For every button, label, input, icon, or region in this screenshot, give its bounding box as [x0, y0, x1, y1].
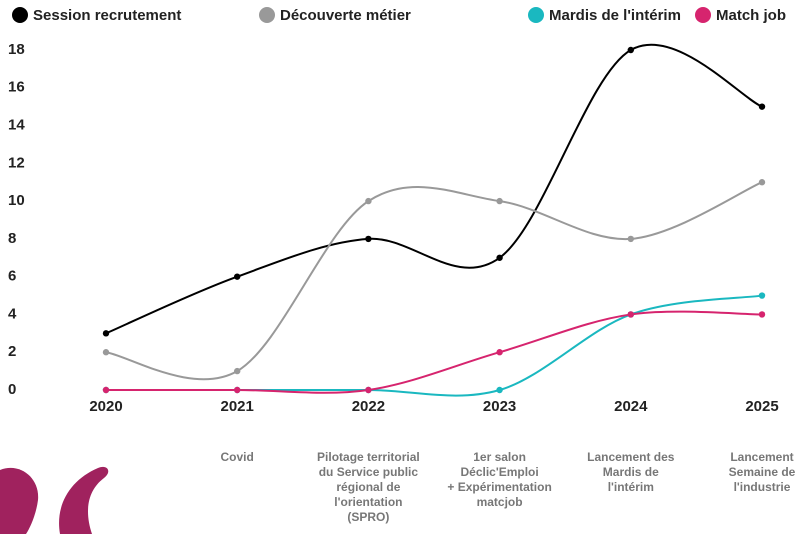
annotation: Lancement: [730, 450, 793, 464]
annotation: du Service public: [319, 465, 419, 479]
annotation: l'intérim: [608, 480, 654, 494]
legend-marker: [12, 7, 28, 23]
x-tick-label: 2023: [483, 398, 516, 415]
x-tick-label: 2022: [352, 398, 385, 415]
data-point: [365, 197, 372, 205]
data-point: [758, 103, 766, 110]
y-tick-label: 16: [8, 79, 25, 96]
annotation: Lancement des: [587, 450, 675, 464]
data-point: [496, 197, 503, 205]
annotation: Mardis de: [603, 465, 659, 479]
data-point: [102, 349, 110, 356]
data-point: [234, 367, 241, 375]
data-point: [234, 386, 241, 394]
legend-marker: [528, 7, 544, 23]
data-point: [627, 311, 634, 318]
data-point: [365, 235, 372, 243]
annotation: Semaine de: [729, 465, 796, 479]
x-tick-label: 2025: [745, 398, 778, 415]
data-point: [496, 349, 503, 356]
annotation: Déclic'Emploi: [460, 465, 538, 479]
data-point: [758, 179, 766, 186]
legend-label: Match job: [716, 7, 786, 24]
y-tick-label: 4: [8, 305, 17, 322]
y-tick-label: 12: [8, 154, 25, 171]
data-point: [496, 386, 503, 394]
x-tick-label: 2021: [221, 398, 254, 415]
data-point: [627, 46, 634, 54]
y-tick-label: 6: [8, 268, 16, 285]
data-point: [234, 273, 241, 280]
y-tick-label: 10: [8, 192, 25, 209]
data-point: [102, 330, 110, 337]
annotation: 1er salon: [473, 450, 526, 464]
annotation: régional de: [336, 480, 400, 494]
data-point: [758, 311, 766, 318]
x-tick-label: 2024: [614, 398, 648, 415]
x-tick-label: 2020: [89, 398, 122, 415]
annotation: Pilotage territorial: [317, 450, 420, 464]
legend-marker: [695, 7, 711, 23]
data-point: [627, 235, 634, 243]
annotation: l'industrie: [734, 480, 791, 494]
series-line: [106, 294, 763, 397]
y-tick-label: 18: [8, 41, 25, 58]
data-point: [758, 292, 766, 299]
data-point: [365, 386, 372, 394]
y-tick-label: 2: [8, 343, 16, 360]
annotation: + Expérimentation: [447, 480, 551, 494]
y-tick-label: 0: [8, 381, 16, 398]
legend-marker: [259, 7, 275, 23]
series-line: [106, 310, 763, 394]
legend-label: Session recrutement: [33, 7, 181, 24]
y-tick-label: 8: [8, 230, 16, 247]
annotation: (SPRO): [347, 510, 389, 524]
data-point: [496, 254, 503, 261]
legend-label: Découverte métier: [280, 7, 411, 24]
decoration: [0, 466, 109, 534]
annotation: matcjob: [477, 495, 523, 509]
data-point: [102, 386, 110, 394]
annotation: Covid: [221, 450, 254, 464]
series-line: [105, 181, 763, 381]
legend-label: Mardis de l'intérim: [549, 7, 681, 24]
annotation: l'orientation: [334, 495, 402, 509]
y-tick-label: 14: [8, 117, 25, 134]
